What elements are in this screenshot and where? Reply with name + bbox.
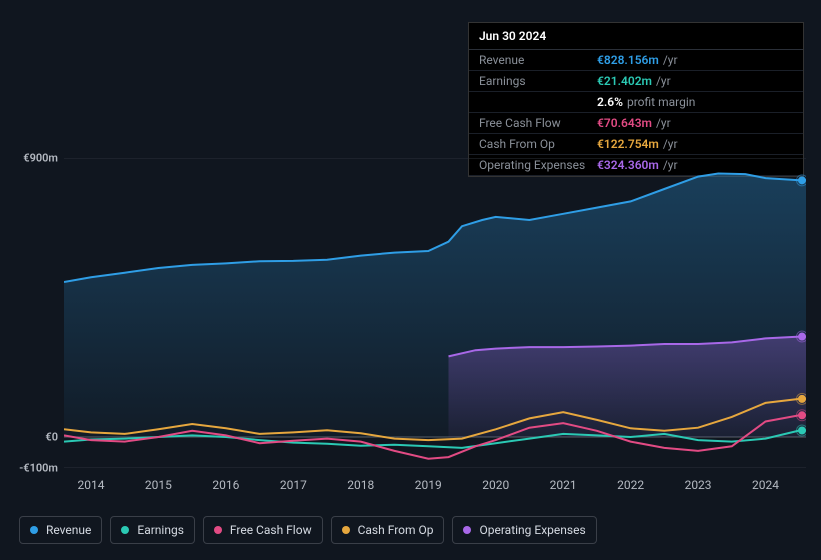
tooltip-row-suffix: /yr <box>656 116 671 130</box>
x-axis-label: 2018 <box>347 478 374 492</box>
y-axis-label: €0 <box>45 431 58 444</box>
tooltip-row-value: 2.6% <box>597 95 623 109</box>
legend-item-opex[interactable]: Operating Expenses <box>452 516 596 544</box>
chart-tooltip: Jun 30 2024 Revenue€828.156m/yrEarnings€… <box>468 22 804 177</box>
x-axis-label: 2019 <box>415 478 442 492</box>
legend-dot-icon <box>121 526 129 534</box>
chart-legend: Revenue Earnings Free Cash Flow Cash From O… <box>19 516 597 544</box>
legend-dot-icon <box>342 526 350 534</box>
y-axis-label: -€100m <box>19 462 58 475</box>
tooltip-date: Jun 30 2024 <box>469 23 803 50</box>
tooltip-row-label: Revenue <box>479 53 597 67</box>
tooltip-row: Revenue€828.156m/yr <box>469 50 803 71</box>
tooltip-row-suffix: /yr <box>663 53 678 67</box>
opex-area <box>449 337 807 437</box>
opex-end-dot <box>798 333 806 341</box>
legend-label: Free Cash Flow <box>230 523 312 537</box>
revenue-end-dot <box>798 176 806 184</box>
tooltip-row: Free Cash Flow€70.643m/yr <box>469 113 803 134</box>
tooltip-row-label: Cash From Op <box>479 137 597 151</box>
legend-label: Earnings <box>137 523 184 537</box>
legend-dot-icon <box>214 526 222 534</box>
legend-item-revenue[interactable]: Revenue <box>19 516 102 544</box>
legend-item-earnings[interactable]: Earnings <box>110 516 195 544</box>
x-axis-label: 2014 <box>77 478 104 492</box>
legend-dot-icon <box>30 526 38 534</box>
tooltip-row-suffix: profit margin <box>627 95 695 109</box>
x-axis-label: 2024 <box>752 478 779 492</box>
fcf-end-dot <box>798 411 806 419</box>
financials-chart[interactable]: €900m€0-€100m <box>16 158 806 468</box>
legend-label: Operating Expenses <box>479 523 585 537</box>
tooltip-row-value: €122.754m <box>597 137 659 151</box>
tooltip-row: 2.6% profit margin <box>469 92 803 113</box>
x-axis-label: 2023 <box>685 478 712 492</box>
tooltip-row: Cash From Op€122.754m/yr <box>469 134 803 155</box>
legend-item-fcf[interactable]: Free Cash Flow <box>203 516 323 544</box>
legend-label: Revenue <box>46 523 91 537</box>
chart-plot-area <box>64 158 806 468</box>
tooltip-row-value: €828.156m <box>597 53 659 67</box>
x-axis-label: 2016 <box>212 478 239 492</box>
legend-label: Cash From Op <box>358 523 434 537</box>
x-axis-label: 2015 <box>145 478 172 492</box>
x-axis-label: 2020 <box>482 478 509 492</box>
x-axis-label: 2021 <box>550 478 577 492</box>
tooltip-row-label: Free Cash Flow <box>479 116 597 130</box>
x-axis-label: 2017 <box>280 478 307 492</box>
tooltip-row-label: Earnings <box>479 74 597 88</box>
x-axis-label: 2022 <box>617 478 644 492</box>
earnings-end-dot <box>798 426 806 434</box>
tooltip-row-suffix: /yr <box>663 137 678 151</box>
legend-dot-icon <box>463 526 471 534</box>
legend-item-cfo[interactable]: Cash From Op <box>331 516 445 544</box>
y-axis-label: €900m <box>23 152 58 165</box>
tooltip-row-value: €21.402m <box>597 74 652 88</box>
tooltip-row-value: €70.643m <box>597 116 652 130</box>
tooltip-row: Earnings€21.402m/yr <box>469 71 803 92</box>
x-axis: 2014 2015 2016 2017 2018 2019 2020 2021 2022 2023… <box>64 478 806 508</box>
tooltip-row-suffix: /yr <box>656 74 671 88</box>
cfo-end-dot <box>798 395 806 403</box>
